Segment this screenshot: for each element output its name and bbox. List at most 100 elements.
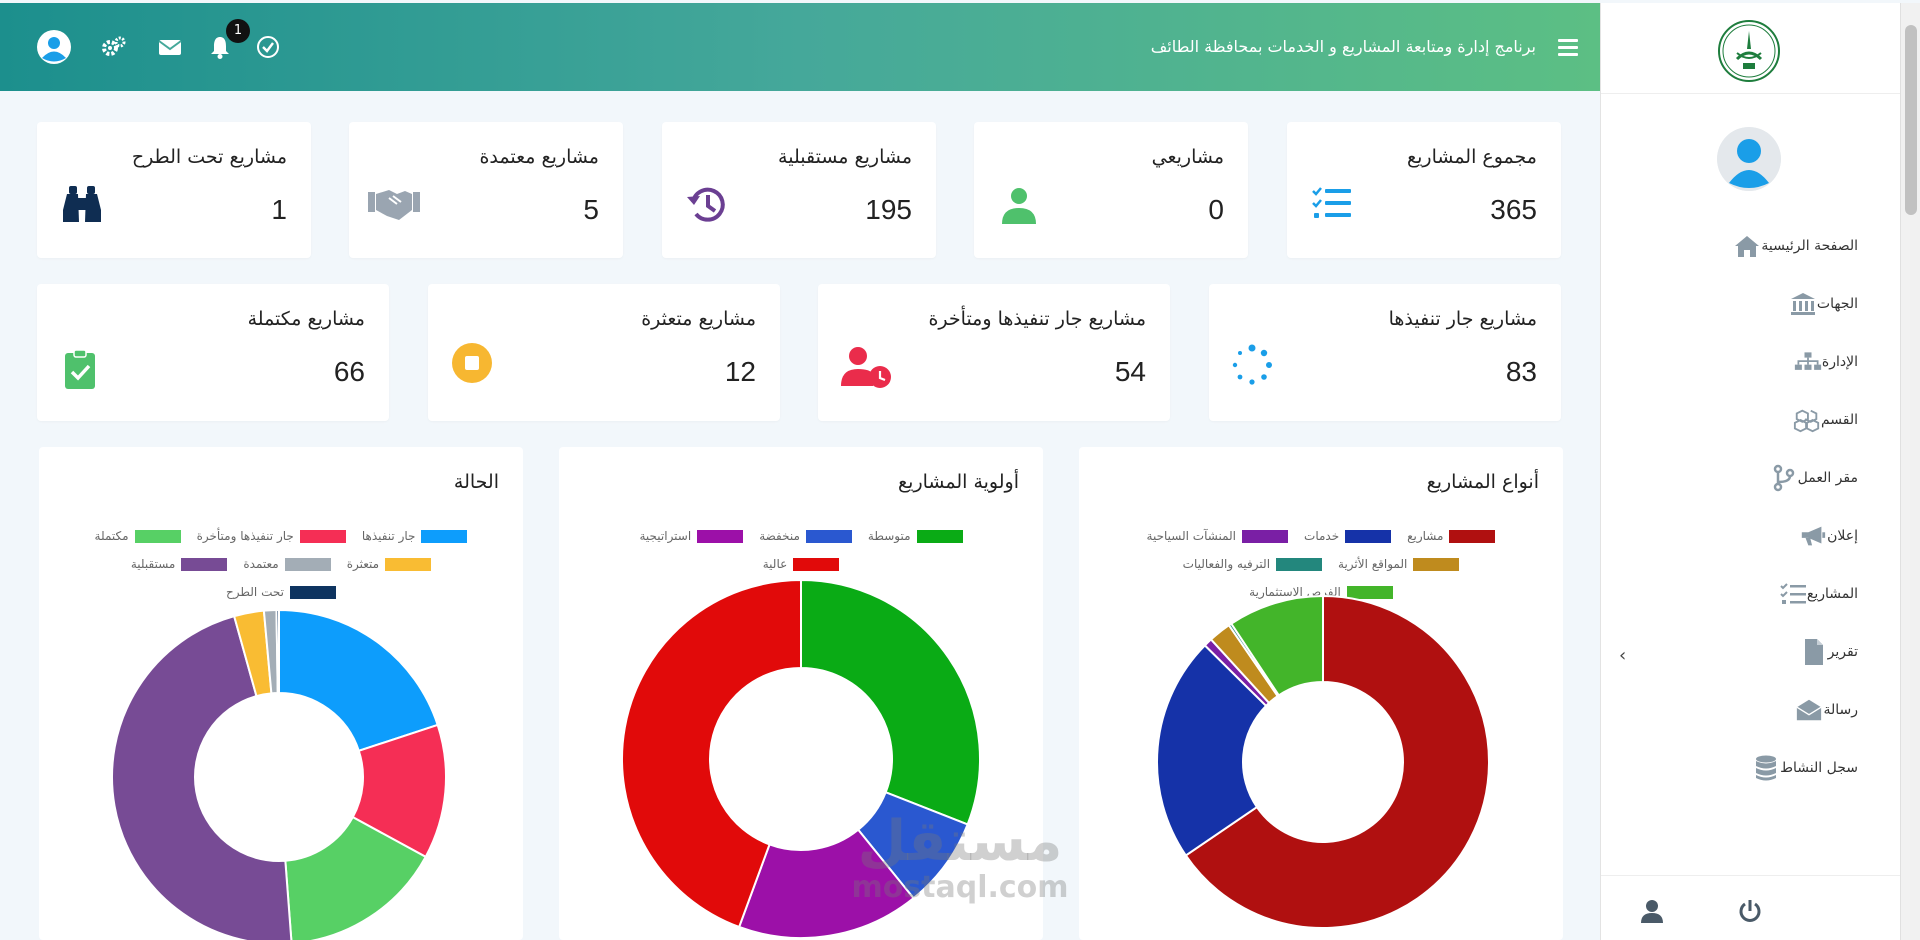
legend-item[interactable]: مكتملة: [95, 522, 181, 550]
sidebar-item-label: إعلان: [1827, 528, 1858, 544]
donut-slice[interactable]: [621, 578, 802, 929]
legend-swatch: [421, 530, 468, 543]
donut-slice[interactable]: [800, 578, 981, 826]
watermark-latin: mostaql.com: [851, 870, 1069, 905]
stat-card-completed[interactable]: مشاريع مكتملة 66: [37, 284, 389, 421]
sidebar-item-projects[interactable]: المشاريع: [1771, 574, 1858, 614]
profile-user-icon[interactable]: [1639, 898, 1665, 924]
donut-slice[interactable]: [737, 828, 915, 939]
legend-item[interactable]: معتمدة: [243, 550, 331, 578]
stat-card-title: مشاريع مستقبلية: [778, 146, 912, 168]
legend-label: مستقبلية: [130, 557, 176, 571]
legend-item[interactable]: مستقبلية: [130, 550, 228, 578]
cogs-icon[interactable]: [100, 33, 128, 61]
user-icon: [996, 182, 1042, 228]
sidebar-item-label: تقرير: [1827, 644, 1858, 660]
user-avatar-icon[interactable]: [36, 29, 72, 65]
sidebar-item-home[interactable]: الصفحة الرئيسية: [1725, 226, 1858, 266]
stat-card-value: 83: [1505, 356, 1537, 387]
sidebar-item-label: الإدارة: [1821, 354, 1858, 370]
scrollbar-thumb[interactable]: [1905, 25, 1917, 215]
sidebar-item-announcement[interactable]: إعلان: [1791, 516, 1858, 556]
stat-card-in-progress[interactable]: مشاريع جار تنفيذها 83: [1209, 284, 1561, 421]
bullhorn-icon: [1799, 522, 1827, 550]
donut-slice[interactable]: [1184, 594, 1490, 929]
donut-slice[interactable]: [1229, 594, 1324, 697]
stat-card-value: 195: [865, 194, 912, 225]
legend-swatch: [299, 530, 346, 543]
sidebar-item-workplace[interactable]: مقر العمل: [1762, 458, 1858, 498]
donut-slice[interactable]: [111, 614, 293, 940]
stat-card-in-progress-late[interactable]: مشاريع جار تنفيذها ومتأخرة 54: [818, 284, 1170, 421]
stat-card-tender-projects[interactable]: مشاريع تحت الطرح 1: [37, 122, 311, 258]
sidebar-item-label: القسم: [1820, 412, 1858, 428]
legend-item[interactable]: جار تنفيذها ومتأخرة: [197, 522, 346, 550]
chart-panel-status: الحالة جار تنفيذها جار تنفيذها ومتأخرة مكت…: [39, 447, 523, 940]
stat-card-title: مشاريع معتمدة: [479, 146, 599, 168]
sitemap-icon: [1794, 348, 1822, 376]
chart-panel-project-priority: أولوية المشاريع متوسطة منخفضة استراتيجية عا…: [559, 447, 1043, 940]
legend-label: خدمات: [1304, 529, 1340, 543]
legend-item[interactable]: المواقع الأثرية: [1338, 550, 1460, 578]
menu-toggle-icon[interactable]: [1558, 39, 1578, 57]
stat-card-title: مشاريع جار تنفيذها: [1388, 308, 1537, 330]
legend-item[interactable]: خدمات: [1304, 522, 1392, 550]
stat-card-my-projects[interactable]: مشاريعي 0: [974, 122, 1248, 258]
donut-slice[interactable]: [1156, 643, 1268, 857]
profile-avatar[interactable]: [1717, 127, 1781, 191]
sidebar-item-message[interactable]: رسالة: [1787, 690, 1858, 730]
sidebar-item-label: رسالة: [1823, 702, 1858, 718]
stat-card-title: مشاريع متعثرة: [641, 308, 756, 330]
sidebar-item-report[interactable]: تقرير: [1792, 632, 1858, 672]
legend-item[interactable]: جار تنفيذها: [362, 522, 468, 550]
power-icon[interactable]: [1737, 898, 1763, 924]
legend-item[interactable]: المنشآت السياحية: [1147, 522, 1289, 550]
donut-slice[interactable]: [278, 608, 439, 753]
legend-label: متوسطة: [867, 529, 911, 543]
legend-label: عالية: [762, 557, 788, 571]
legend-swatch: [284, 558, 331, 571]
legend-item[interactable]: منخفضة: [759, 522, 852, 550]
legend-label: استراتيجية: [639, 529, 692, 543]
legend-item[interactable]: متوسطة: [868, 522, 963, 550]
stop-circle-icon: [450, 340, 496, 386]
legend-swatch: [916, 530, 963, 543]
sidebar-item-department[interactable]: القسم: [1785, 400, 1858, 440]
stat-card-title: مشاريع جار تنفيذها ومتأخرة: [928, 308, 1146, 330]
legend-item[interactable]: تحت الطرح: [226, 578, 336, 606]
check-circle-icon[interactable]: [254, 33, 282, 61]
stat-card-stalled[interactable]: مشاريع متعثرة 12: [428, 284, 780, 421]
legend-item[interactable]: استراتيجية: [639, 522, 744, 550]
sidebar-item-administration[interactable]: الإدارة: [1786, 342, 1858, 382]
envelope-icon[interactable]: [156, 33, 184, 61]
sidebar-item-entities[interactable]: الجهات: [1781, 284, 1858, 324]
legend-swatch: [1449, 530, 1496, 543]
donut-slice[interactable]: [275, 608, 280, 695]
sidebar-item-label: المشاريع: [1806, 586, 1858, 602]
chevron-left-icon[interactable]: ‹: [1619, 645, 1627, 666]
legend-label: مكتملة: [94, 529, 129, 543]
emblem-logo: [1717, 19, 1781, 83]
legend-label: الترفيه والفعاليات: [1182, 557, 1271, 571]
legend-item[interactable]: مشاريع: [1407, 522, 1496, 550]
vertical-scrollbar[interactable]: [1900, 3, 1920, 940]
sidebar-item-activity-log[interactable]: سجل النشاط: [1744, 748, 1858, 788]
legend-item[interactable]: عالية: [763, 550, 840, 578]
stat-card-total-projects[interactable]: مجموع المشاريع 365: [1287, 122, 1561, 258]
app-title: برنامج إدارة ومتابعة المشاريع و الخدمات …: [1150, 37, 1536, 56]
legend-swatch: [1345, 530, 1392, 543]
stat-card-title: مشاريع تحت الطرح: [131, 146, 287, 168]
binoculars-icon: [59, 182, 105, 228]
envelope-open-icon: [1795, 696, 1823, 724]
user-clock-icon: [840, 344, 894, 390]
stat-card-approved-projects[interactable]: مشاريع معتمدة 5: [349, 122, 623, 258]
legend-item[interactable]: متعثرة: [347, 550, 432, 578]
legend-swatch: [1276, 558, 1323, 571]
bell-icon[interactable]: [206, 33, 234, 61]
legend-label: تحت الطرح: [226, 585, 284, 599]
history-icon: [684, 182, 730, 228]
stat-card-future-projects[interactable]: مشاريع مستقبلية 195: [662, 122, 936, 258]
donut-slice[interactable]: [284, 815, 428, 940]
stat-card-title: مجموع المشاريع: [1407, 146, 1537, 168]
legend-item[interactable]: الترفيه والفعاليات: [1182, 550, 1323, 578]
